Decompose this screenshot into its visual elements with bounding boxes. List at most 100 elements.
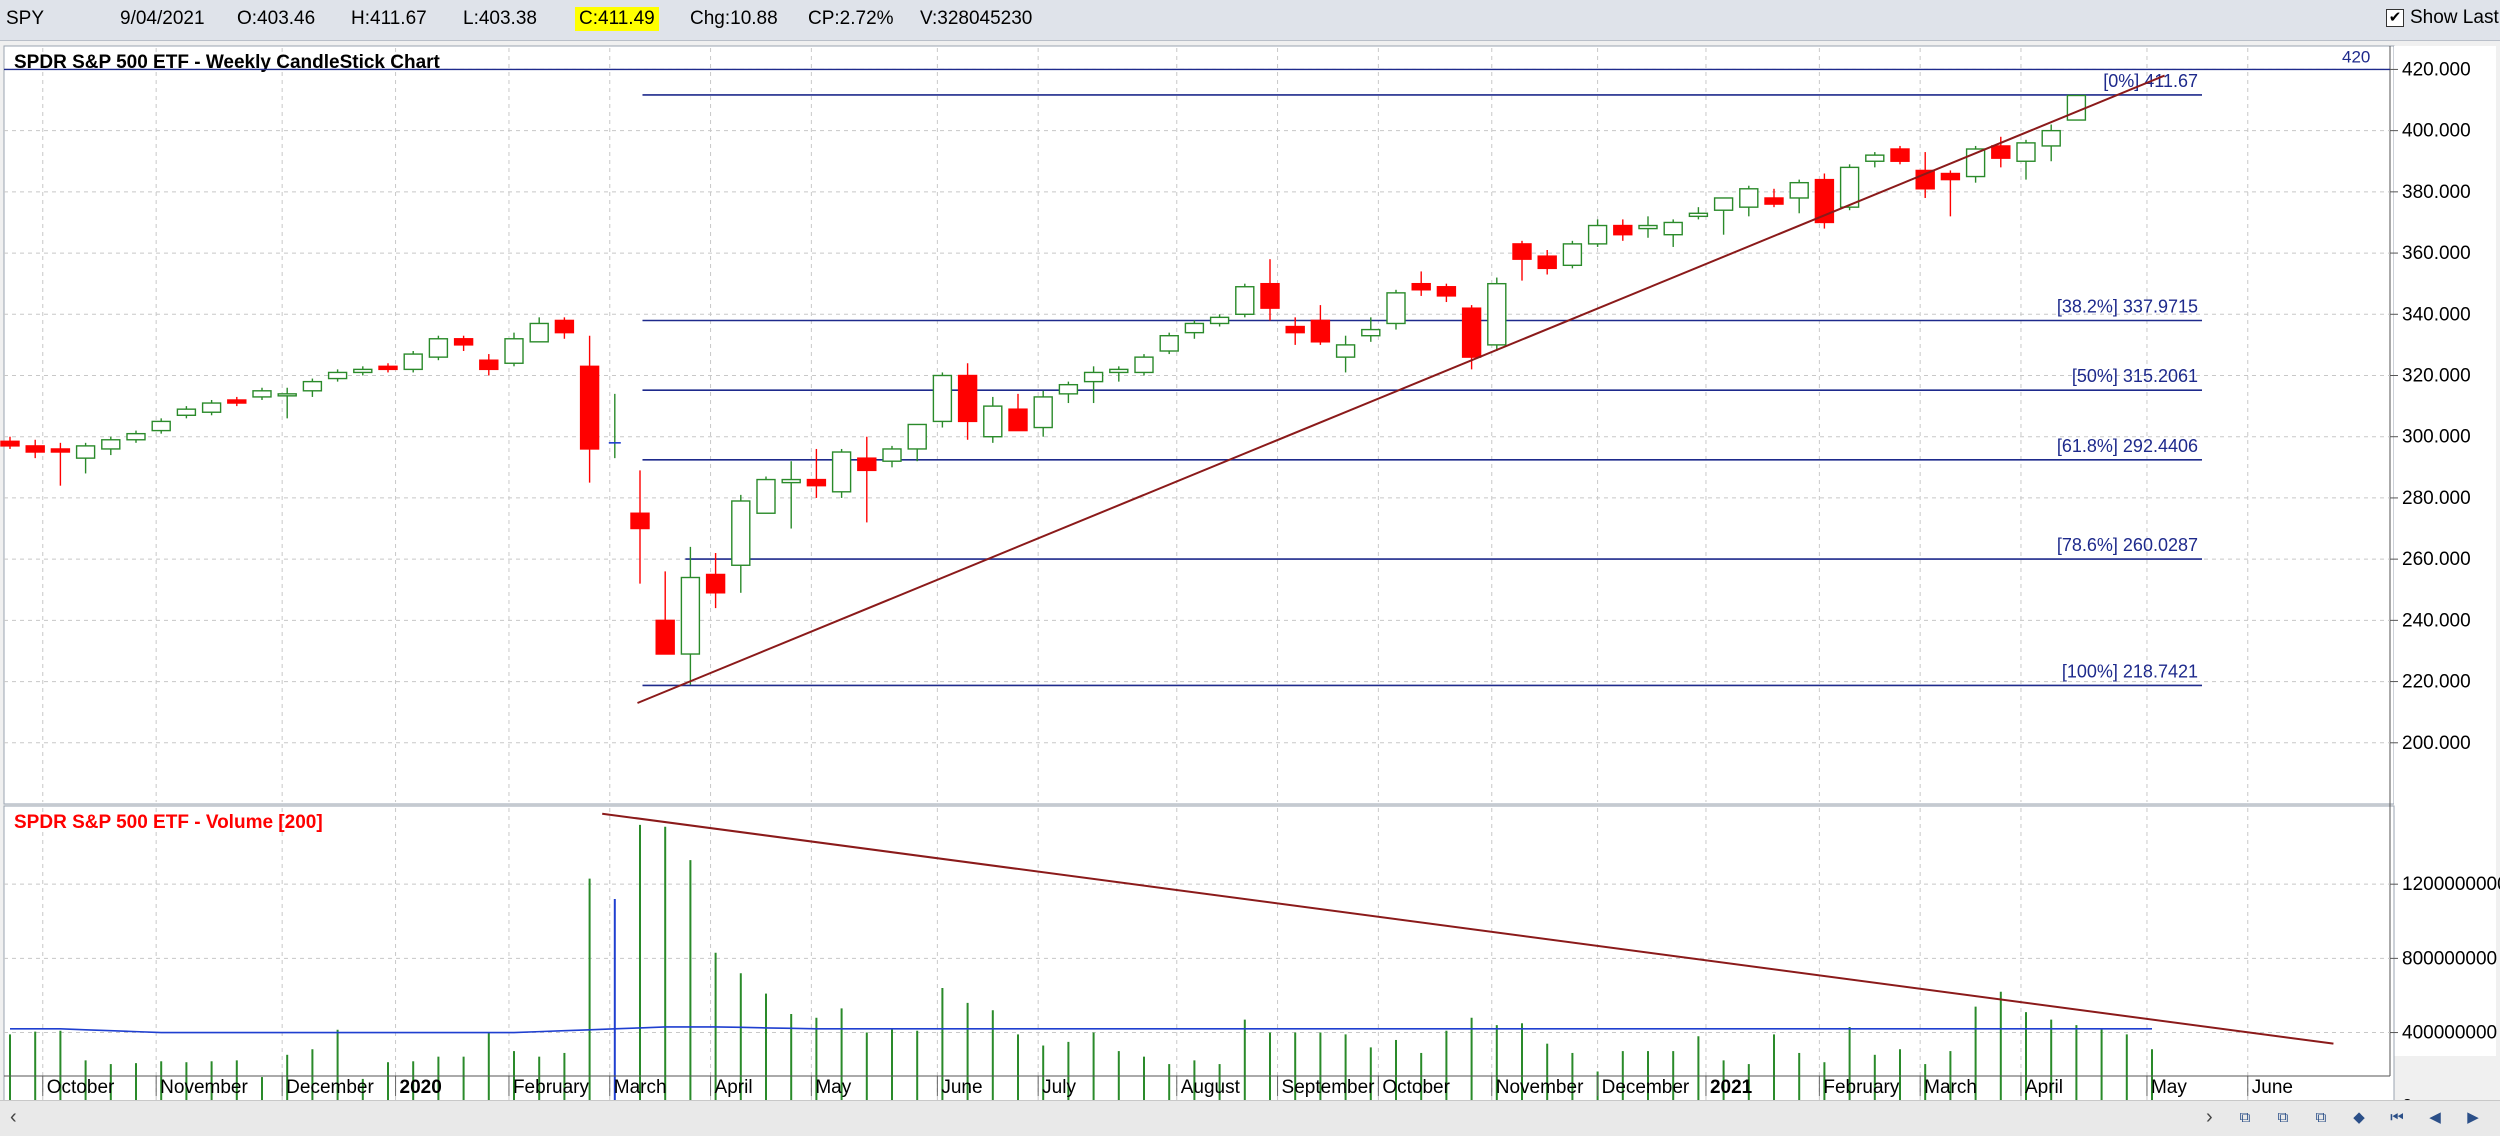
quote-volume: V:328045230: [920, 8, 1033, 29]
candle-body: [1890, 148, 1910, 162]
candle-body: [50, 448, 71, 453]
candle-body: [857, 457, 877, 472]
quote-low: L:403.38: [463, 8, 537, 29]
candle-body: [1537, 255, 1557, 270]
candle-body: [1638, 224, 1658, 230]
candle-body: [1436, 286, 1457, 297]
volume-moving-average: [10, 1026, 2152, 1034]
volume-chart-title: SPDR S&P 500 ETF - Volume [200]: [14, 812, 323, 833]
candle-body: [1184, 322, 1205, 334]
y-tick-label: 360.000: [2402, 243, 2471, 264]
x-tick-label: April: [715, 1077, 753, 1098]
candle-body: [2041, 129, 2061, 147]
x-tick-label: November: [160, 1077, 248, 1098]
candle-body: [151, 420, 171, 432]
candle-body: [1713, 197, 1734, 211]
candle-body: [0, 440, 20, 447]
fibonacci-levels: [0%] 411.67[38.2%] 337.9715[50%] 315.206…: [4, 68, 2390, 687]
candle-body: [1487, 282, 1507, 346]
candle-body: [983, 405, 1003, 438]
x-tick-label: September: [1282, 1077, 1376, 1098]
y-tick-label: 260.000: [2402, 549, 2471, 570]
candle-body: [378, 365, 398, 371]
y-tick-label: 400000000: [2402, 1023, 2497, 1044]
step-back-icon[interactable]: ◀: [2429, 1109, 2441, 1126]
candle-body: [101, 439, 121, 450]
y-tick-label: 320.000: [2402, 365, 2471, 386]
candle-body: [1335, 344, 1356, 358]
scroll-left-arrow[interactable]: ‹: [10, 1106, 17, 1128]
y-tick-label: 280.000: [2402, 488, 2471, 509]
candle-body: [1134, 356, 1154, 374]
candle-body: [1033, 396, 1053, 429]
quote-change-pct: CP:2.72%: [808, 8, 894, 29]
x-tick-label: October: [47, 1077, 115, 1098]
quote-high: H:411.67: [351, 8, 427, 29]
x-tick-label: March: [1924, 1077, 1977, 1098]
candle-body: [403, 353, 423, 371]
candle-body: [201, 402, 222, 413]
quote-change: Chg:10.88: [690, 8, 778, 29]
candle-body: [252, 390, 272, 398]
quote-close: C:411.49: [575, 7, 659, 31]
fib-level-label: [100%] 218.7421: [2062, 661, 2198, 681]
zoom-in-icon[interactable]: ⧉: [2315, 1109, 2327, 1126]
candle-body: [176, 408, 197, 416]
x-tick-label: May: [2151, 1077, 2187, 1098]
x-tick-label: April: [2025, 1077, 2063, 1098]
price-axis: 200.000 220.000 240.000 260.000 280.000 300.0…: [2342, 47, 2471, 753]
volume-trend-segment: [602, 812, 2334, 1045]
y-tick-label: 0: [2402, 1097, 2413, 1100]
candle-body: [1688, 212, 1709, 218]
candle-body: [1865, 154, 1885, 162]
candlesticks: [0, 94, 2087, 685]
top-marker-label: 420: [2342, 47, 2370, 66]
volume-grid: [4, 808, 2390, 1100]
show-last-toggle[interactable]: ✔ Show Last: [2386, 7, 2499, 29]
show-last-checkbox[interactable]: ✔: [2386, 9, 2404, 27]
candle-body: [1587, 224, 1608, 245]
pan-icon[interactable]: ◆: [2353, 1109, 2365, 1126]
candle-body: [1613, 224, 1633, 236]
candle-body: [781, 478, 801, 484]
candle-body: [680, 576, 701, 655]
candle-body: [1512, 243, 1532, 260]
x-tick-label: December: [286, 1077, 374, 1098]
candle-body: [277, 393, 297, 397]
x-tick-label: December: [1602, 1077, 1690, 1098]
price-chart-title: SPDR S&P 500 ETF - Weekly CandleStick Ch…: [14, 52, 441, 73]
y-tick-label: 380.000: [2402, 182, 2471, 203]
candle-body: [479, 359, 499, 371]
candle-body: [957, 374, 978, 423]
candle-body: [1386, 292, 1406, 325]
step-forward-icon[interactable]: ▶: [2467, 1109, 2479, 1126]
candle-body: [1562, 243, 1583, 267]
y-axis-strip: [2394, 46, 2496, 1056]
symbol-label: SPY: [6, 8, 45, 29]
candle-body: [1991, 145, 2011, 159]
price-panel-bg: [3, 45, 2395, 805]
go-first-icon[interactable]: ⏮: [2390, 1109, 2404, 1126]
candle-body: [630, 512, 650, 530]
x-tick-label: 2020: [400, 1077, 442, 1098]
zoom-fit-icon[interactable]: ⧉: [2239, 1109, 2251, 1126]
candle-body: [25, 445, 45, 453]
chart-scrollbar[interactable]: ‹ › ⧉ ⧉ ⧉ ◆ ⏮ ◀ ▶: [0, 1100, 2500, 1136]
scroll-right-arrow[interactable]: ›: [2206, 1106, 2213, 1128]
candle-body: [831, 451, 852, 493]
candle-body: [1839, 166, 1860, 208]
y-tick-label: 240.000: [2402, 610, 2471, 631]
candle-body: [1814, 178, 1835, 224]
candle-body: [75, 445, 96, 459]
candle-body: [1361, 328, 1381, 337]
candle-body: [302, 380, 323, 392]
candle-body: [1235, 286, 1255, 315]
candle-body: [579, 365, 600, 450]
candle-body: [1260, 282, 1280, 309]
zoom-out-icon[interactable]: ⧉: [2277, 1109, 2289, 1126]
y-tick-label: 220.000: [2402, 672, 2471, 693]
x-tick-label: February: [1823, 1077, 1900, 1098]
candle-body: [1083, 371, 1104, 383]
candle-body: [655, 619, 675, 655]
chart-area[interactable]: SPDR S&P 500 ETF - Weekly CandleStick Ch…: [0, 40, 2500, 1100]
